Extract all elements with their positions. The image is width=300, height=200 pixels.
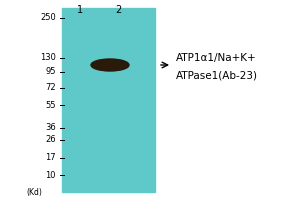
Text: 2: 2 [115, 5, 121, 15]
Text: 55: 55 [46, 100, 56, 110]
Text: (Kd): (Kd) [26, 188, 42, 197]
Text: ATPase1(Ab-23): ATPase1(Ab-23) [176, 71, 258, 81]
Text: 17: 17 [45, 154, 56, 162]
Text: 10: 10 [46, 170, 56, 180]
Bar [62, 8, 155, 192]
Ellipse shape [91, 59, 129, 71]
Text: 1: 1 [77, 5, 83, 15]
Text: 250: 250 [40, 14, 56, 22]
Text: 36: 36 [45, 123, 56, 132]
Text: 26: 26 [45, 136, 56, 144]
Text: 130: 130 [40, 53, 56, 62]
Text: ATP1α1/Na+K+: ATP1α1/Na+K+ [176, 53, 256, 63]
Text: 72: 72 [45, 84, 56, 92]
Text: 95: 95 [46, 68, 56, 76]
